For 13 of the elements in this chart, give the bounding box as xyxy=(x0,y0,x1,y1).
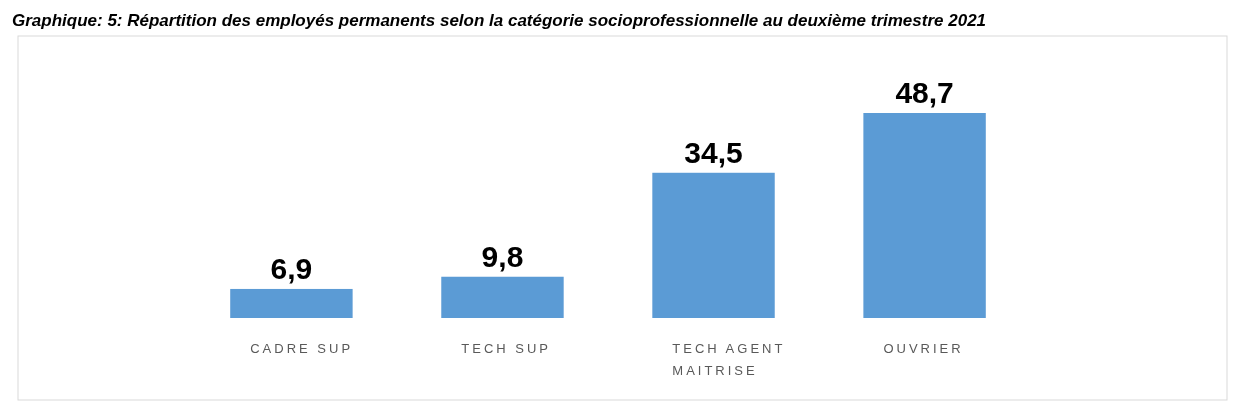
data-label: 9,8 xyxy=(481,239,524,273)
data-label: 34,5 xyxy=(684,135,743,169)
chart-title: Graphique: 5: Répartition des employés permanents selon la catégorie socioprofessionnelle au deuxième trimestre 2021 xyxy=(12,11,987,30)
bar xyxy=(863,113,986,318)
bar xyxy=(230,288,353,318)
x-tick-label: OUVRIER xyxy=(883,341,964,356)
data-label: 6,9 xyxy=(270,251,313,285)
x-tick-label: TECH AGENT MAITRISE xyxy=(672,341,786,378)
x-tick-label: CADRE SUP xyxy=(250,341,354,356)
x-tick-label: TECH SUP xyxy=(461,341,551,356)
bar xyxy=(652,172,775,318)
data-label: 48,7 xyxy=(895,76,954,109)
bar xyxy=(441,276,564,318)
